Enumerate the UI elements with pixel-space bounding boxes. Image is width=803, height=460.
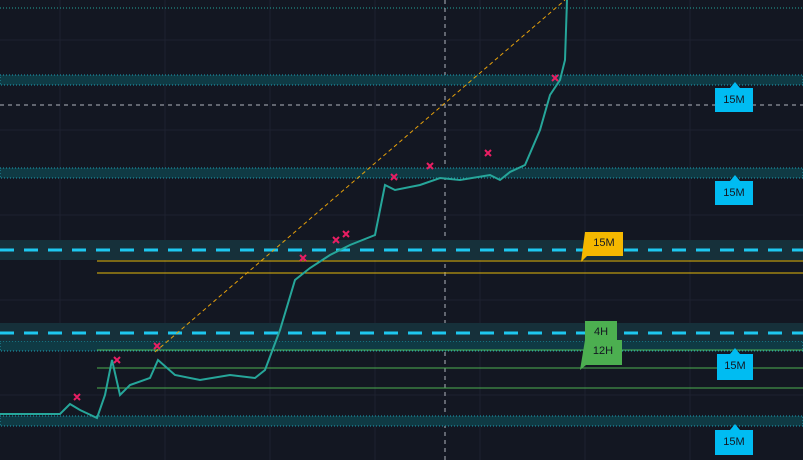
price-path: [0, 0, 568, 420]
trend-line: [154, 0, 566, 353]
levels: [97, 260, 803, 389]
tag-label: 15M: [723, 436, 744, 448]
tag-label: 12H: [593, 345, 613, 357]
tag-label: 15M: [723, 94, 744, 106]
tags: 15M 15M 15M 4H 12H 15M 15M: [580, 82, 753, 455]
tag-label: 15M: [593, 237, 614, 249]
tag-label: 4H: [594, 326, 608, 338]
tag-label: 15M: [724, 360, 745, 372]
markers: [73, 74, 559, 401]
tag-label: 15M: [723, 187, 744, 199]
